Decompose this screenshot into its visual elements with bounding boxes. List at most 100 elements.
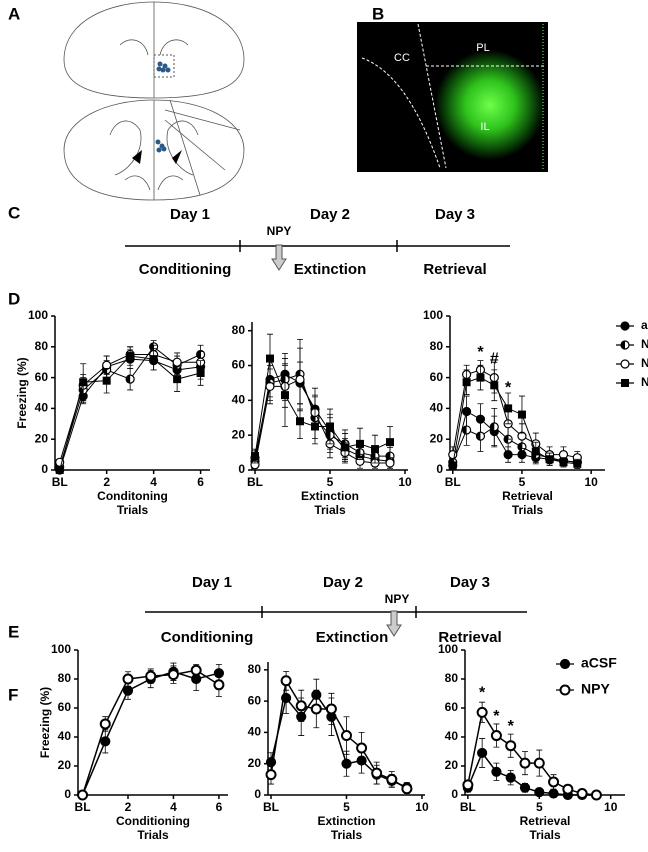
timeline-drug: NPY — [267, 224, 292, 238]
marker — [341, 758, 352, 769]
x-tick-label: 10 — [398, 475, 412, 489]
marker — [490, 730, 502, 742]
marker — [386, 438, 394, 447]
marker — [122, 685, 134, 696]
x-tick-label: 10 — [584, 475, 598, 489]
marker — [295, 700, 307, 712]
legend-label: aCSF — [581, 655, 617, 671]
x-tick-label: 5 — [536, 800, 543, 814]
x-axis-label: Extinction — [301, 489, 359, 503]
marker — [125, 374, 135, 384]
brain-atlas — [63, 1, 245, 201]
y-tick-label: 40 — [232, 393, 246, 407]
x-axis-label: Trials — [331, 828, 363, 842]
marker — [100, 736, 111, 747]
y-tick-label: 60 — [232, 358, 246, 372]
timeline-day: Day 2 — [310, 206, 350, 223]
marker — [533, 757, 545, 769]
y-tick-label: 40 — [430, 401, 444, 415]
y-tick-label: 20 — [232, 427, 246, 441]
marker — [265, 381, 275, 392]
y-tick-label: 40 — [445, 729, 459, 743]
marker — [504, 404, 513, 413]
timeline-drug: NPY — [385, 592, 410, 606]
marker — [213, 679, 225, 691]
annotation: * — [505, 380, 512, 397]
timeline-phase: Retrieval — [438, 629, 501, 646]
x-tick-label: 6 — [197, 475, 204, 489]
marker — [519, 757, 531, 769]
marker — [559, 684, 571, 696]
marker — [356, 742, 368, 754]
marker — [548, 776, 560, 788]
timeline-day: Day 1 — [192, 574, 232, 591]
marker — [559, 658, 571, 670]
legend-label: NPY-30 — [641, 375, 648, 389]
y-tick-label: 40 — [58, 729, 72, 743]
marker — [519, 782, 531, 793]
marker — [190, 664, 202, 676]
x-axis-label: Trials — [512, 503, 544, 517]
marker — [341, 730, 352, 742]
timeline-phase: Retrieval — [423, 261, 486, 278]
x-axis-label: Trials — [117, 503, 149, 517]
y-tick-label: 80 — [445, 671, 459, 685]
y-tick-label: 20 — [58, 758, 72, 772]
marker — [531, 447, 540, 456]
y-tick-label: 0 — [41, 462, 48, 476]
marker — [280, 675, 292, 687]
marker — [448, 461, 457, 470]
x-tick-label: 2 — [125, 800, 132, 814]
y-tick-label: 80 — [58, 671, 72, 685]
marker — [620, 340, 630, 350]
marker — [145, 670, 157, 682]
marker — [576, 788, 588, 800]
legend-label: NPY — [581, 681, 610, 697]
marker — [326, 422, 334, 431]
x-tick-label: BL — [445, 475, 461, 489]
marker — [310, 703, 322, 715]
timeline: Day 1 Day 2 Day 3 NPY Conditioning Extin… — [125, 206, 510, 278]
marker — [167, 669, 179, 681]
marker — [371, 445, 379, 454]
y-tick-label: 40 — [248, 725, 262, 739]
marker-half — [621, 341, 625, 349]
series-line — [452, 369, 578, 459]
marker — [172, 357, 182, 367]
marker — [173, 375, 182, 384]
y-tick-label: 0 — [238, 462, 245, 476]
timeline: Day 1 Day 2 Day 3 NPY Conditioning Extin… — [145, 574, 527, 646]
legend-label: NPY-3 — [641, 337, 648, 351]
marker — [621, 379, 629, 387]
y-tick-label: 100 — [28, 308, 48, 322]
marker — [77, 789, 89, 801]
x-tick-label: 4 — [170, 800, 177, 814]
fluorescence-image: CC PL IL — [357, 22, 548, 172]
marker — [386, 773, 398, 785]
marker-half — [476, 432, 481, 441]
marker — [296, 417, 304, 426]
panel-label: F — [8, 685, 18, 704]
y-axis-label: Freezing (%) — [15, 357, 29, 428]
x-axis-label: Trials — [529, 828, 561, 842]
y-tick-label: 20 — [35, 431, 49, 445]
x-tick-label: 5 — [343, 800, 350, 814]
marker-half — [517, 442, 522, 451]
timeline-day: Day 2 — [323, 574, 363, 591]
y-tick-label: 40 — [35, 401, 49, 415]
y-tick-label: 60 — [35, 370, 49, 384]
series-line — [254, 378, 390, 465]
marker — [477, 747, 488, 759]
marker — [99, 718, 111, 730]
y-tick-label: 80 — [248, 662, 262, 676]
panel-label: E — [8, 622, 19, 641]
x-axis-label: Retrieval — [502, 489, 553, 503]
x-tick-label: 4 — [150, 475, 157, 489]
marker — [281, 391, 289, 400]
marker — [356, 439, 364, 448]
series-line — [254, 356, 391, 457]
y-tick-label: 100 — [438, 642, 458, 656]
marker-half — [196, 350, 201, 359]
y-tick-label: 100 — [423, 308, 443, 322]
image-label: PL — [476, 42, 489, 54]
